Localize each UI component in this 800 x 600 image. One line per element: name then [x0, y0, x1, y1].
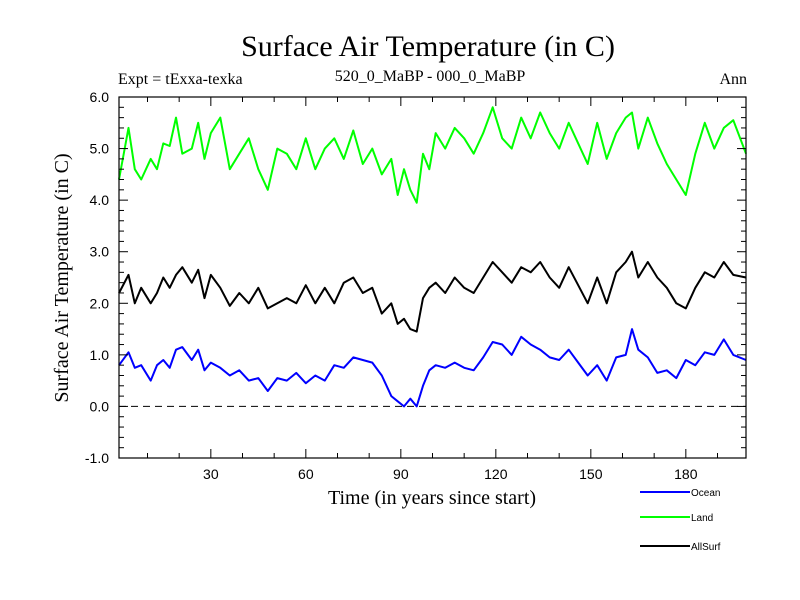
x-axis-label: Time (in years since start) [328, 487, 536, 509]
chart-title: Surface Air Temperature (in C) [241, 30, 615, 63]
plot-area: -1.0 0.0 1.0 2.0 3.0 4.0 5.0 6.0 30 60 90 120 150 180 [85, 89, 747, 482]
legend-label-land: Land [691, 513, 713, 524]
y-tick-label: -1.0 [85, 450, 109, 466]
legend-label-allsurf: AllSurf [691, 542, 721, 553]
chart-subtitle-center: 520_0_MaBP - 000_0_MaBP [335, 68, 526, 85]
y-axis-label: Surface Air Temperature (in C) [51, 153, 73, 402]
series-line-land [118, 106, 747, 204]
y-tick-label: 4.0 [90, 192, 110, 208]
x-tick-label: 90 [393, 466, 409, 482]
y-tick-label: 5.0 [90, 141, 110, 157]
x-tick-label: 180 [674, 466, 698, 482]
x-tick-label: 30 [203, 466, 219, 482]
y-tick-label: 0.0 [90, 398, 110, 414]
y-tick-label: 6.0 [90, 89, 110, 105]
series-line-ocean [118, 328, 747, 408]
legend-label-ocean: Ocean [691, 488, 720, 499]
y-tick-label: 3.0 [90, 244, 110, 260]
series-line-allsurf [118, 250, 747, 333]
legend: Ocean Land AllSurf [640, 488, 721, 553]
y-tick-label: 1.0 [90, 347, 110, 363]
chart-subtitle-left: Expt = tExxa-texka [118, 71, 243, 88]
x-tick-label: 60 [298, 466, 314, 482]
x-tick-label: 120 [484, 466, 508, 482]
x-tick-label: 150 [579, 466, 603, 482]
y-tick-label: 2.0 [90, 295, 110, 311]
chart-subtitle-right: Ann [719, 71, 747, 88]
